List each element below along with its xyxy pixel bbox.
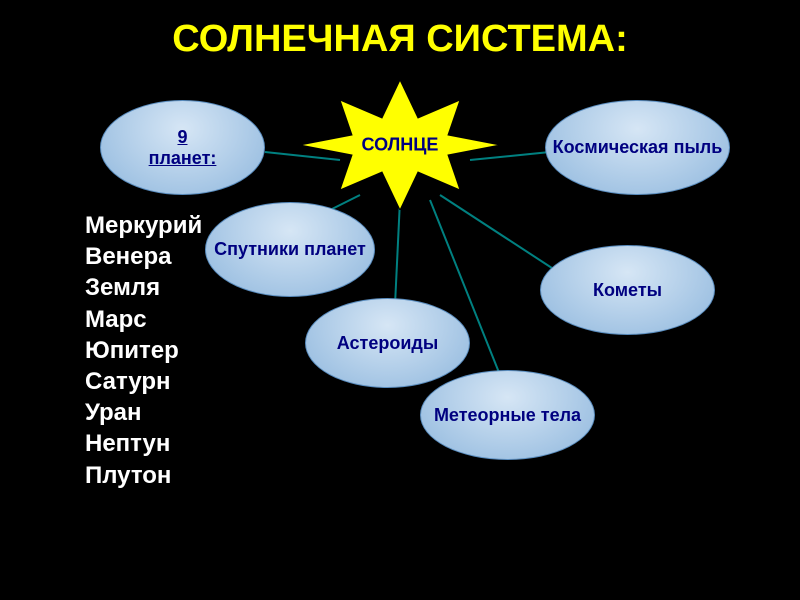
- planet-item: Юпитер: [85, 335, 225, 366]
- node-dust-label: Космическая пыль: [553, 137, 723, 158]
- planet-list: МеркурийВенераЗемляМарсЮпитерСатурнУранН…: [85, 210, 225, 491]
- node-meteors-label: Метеорные тела: [434, 405, 581, 426]
- planet-item: Нептун: [85, 428, 225, 459]
- planet-item: Меркурий: [85, 210, 225, 241]
- page-title: СОЛНЕЧНАЯ СИСТЕМА:: [0, 18, 800, 61]
- node-comets: Кометы: [540, 245, 715, 335]
- sun-label: СОЛНЦЕ: [362, 135, 439, 156]
- planet-item: Земля: [85, 272, 225, 303]
- planet-item: Плутон: [85, 460, 225, 491]
- node-planets9: 9планет:: [100, 100, 265, 195]
- node-asteroids: Астероиды: [305, 298, 470, 388]
- planet-item: Марс: [85, 304, 225, 335]
- planet-item: Сатурн: [85, 366, 225, 397]
- node-dust: Космическая пыль: [545, 100, 730, 195]
- node-satellites-label: Спутники планет: [214, 239, 366, 260]
- center-sun-star: СОЛНЦЕ: [300, 80, 500, 210]
- node-comets-label: Кометы: [593, 280, 662, 301]
- planet-item: Венера: [85, 241, 225, 272]
- planet-item: Уран: [85, 397, 225, 428]
- node-satellites: Спутники планет: [205, 202, 375, 297]
- node-asteroids-label: Астероиды: [337, 333, 438, 354]
- node-meteors: Метеорные тела: [420, 370, 595, 460]
- node-planets9-label: 9планет:: [149, 127, 217, 168]
